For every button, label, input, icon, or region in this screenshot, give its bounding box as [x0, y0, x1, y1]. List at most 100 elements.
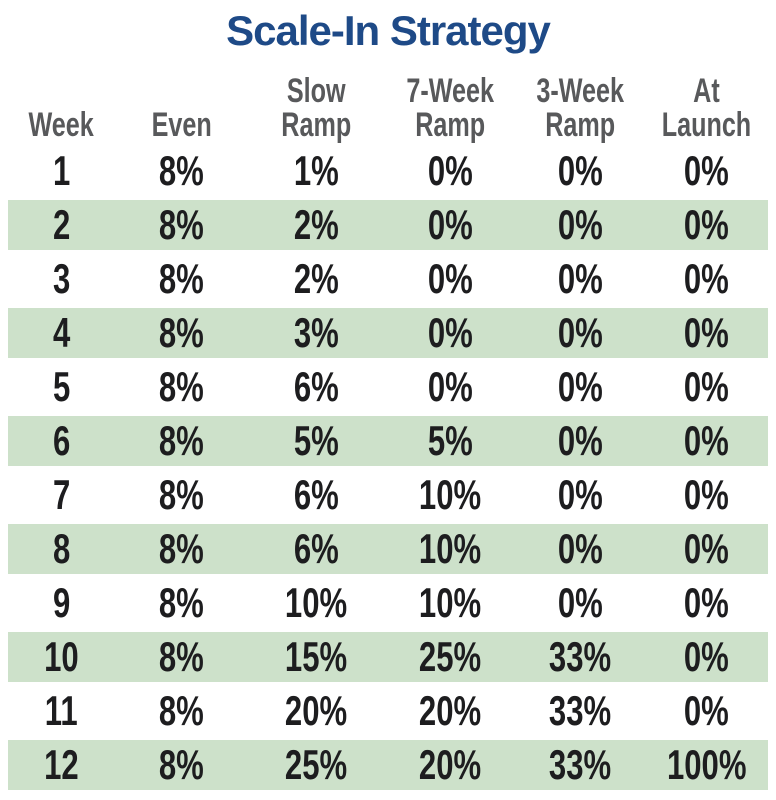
7-week-ramp-cell: 25%	[385, 633, 515, 681]
7-week-ramp-cell: 10%	[385, 471, 515, 519]
slow-ramp-value: 15%	[285, 633, 348, 680]
3-week-ramp-value: 0%	[557, 471, 603, 518]
7-week-ramp-cell: 0%	[385, 363, 515, 411]
slow-ramp-cell: 10%	[248, 579, 385, 627]
3-week-ramp-cell: 0%	[515, 363, 645, 411]
at-launch-value: 0%	[684, 471, 729, 518]
at-launch-cell: 100%	[645, 741, 768, 789]
week-value: 4	[52, 309, 71, 356]
3-week-ramp-value: 33%	[548, 741, 612, 788]
even-cell: 8%	[115, 309, 248, 357]
slow-ramp-value: 2%	[294, 255, 339, 302]
even-value: 8%	[159, 633, 204, 680]
at-launch-cell: 0%	[645, 363, 768, 411]
3-week-ramp-value: 33%	[548, 687, 612, 734]
week-cell: 10	[8, 633, 115, 681]
7-week-ramp-value: 10%	[418, 525, 482, 572]
at-launch-cell: 0%	[645, 201, 768, 249]
table-row: 7 8% 6% 10% 0% 0%	[8, 468, 768, 522]
even-value: 8%	[159, 417, 204, 464]
week-cell: 3	[8, 255, 115, 303]
7-week-ramp-cell: 0%	[385, 255, 515, 303]
7-week-ramp-value: 0%	[427, 147, 473, 194]
3-week-ramp-value: 0%	[557, 309, 603, 356]
col-header-slow-ramp: Slow Ramp	[248, 74, 385, 142]
3-week-ramp-value: 0%	[557, 147, 603, 194]
at-launch-cell: 0%	[645, 633, 768, 681]
even-cell: 8%	[115, 363, 248, 411]
at-launch-value: 0%	[684, 525, 729, 572]
3-week-ramp-value: 0%	[557, 579, 603, 626]
3-week-ramp-cell: 0%	[515, 579, 645, 627]
table-row: 5 8% 6% 0% 0% 0%	[8, 360, 768, 414]
col-header-7-week-ramp-label: 7-Week Ramp	[406, 72, 494, 144]
7-week-ramp-value: 5%	[427, 417, 473, 464]
col-header-week-label: Week	[28, 105, 95, 144]
7-week-ramp-value: 0%	[427, 309, 473, 356]
week-value: 12	[44, 741, 79, 788]
3-week-ramp-cell: 33%	[515, 633, 645, 681]
at-launch-value: 0%	[684, 147, 729, 194]
7-week-ramp-cell: 0%	[385, 201, 515, 249]
col-header-at-launch: At Launch	[645, 72, 768, 144]
at-launch-value: 0%	[684, 417, 729, 464]
at-launch-cell: 0%	[645, 417, 768, 465]
at-launch-value: 0%	[684, 687, 729, 734]
7-week-ramp-cell: 0%	[385, 147, 515, 195]
even-value: 8%	[159, 471, 204, 518]
slow-ramp-value: 2%	[294, 201, 339, 248]
slow-ramp-cell: 15%	[248, 633, 385, 681]
col-header-3-week-ramp: 3-Week Ramp	[515, 72, 645, 144]
week-value: 10	[44, 633, 79, 680]
3-week-ramp-cell: 0%	[515, 147, 645, 195]
table-row: 3 8% 2% 0% 0% 0%	[8, 252, 768, 306]
7-week-ramp-value: 20%	[418, 687, 482, 734]
table-row: 1 8% 1% 0% 0% 0%	[8, 144, 768, 198]
week-cell: 4	[8, 309, 115, 357]
even-value: 8%	[159, 687, 204, 734]
slow-ramp-cell: 6%	[248, 363, 385, 411]
even-value: 8%	[159, 741, 204, 788]
week-cell: 2	[8, 201, 115, 249]
slow-ramp-value: 3%	[294, 309, 339, 356]
table-row: 12 8% 25% 20% 33% 100%	[8, 738, 768, 792]
7-week-ramp-value: 10%	[418, 579, 482, 626]
7-week-ramp-value: 20%	[418, 741, 482, 788]
week-cell: 9	[8, 579, 115, 627]
7-week-ramp-cell: 20%	[385, 687, 515, 735]
col-header-at-launch-label: At Launch	[661, 72, 752, 144]
7-week-ramp-value: 0%	[427, 363, 473, 410]
at-launch-cell: 0%	[645, 687, 768, 735]
even-value: 8%	[159, 147, 204, 194]
table-row: 11 8% 20% 20% 33% 0%	[8, 684, 768, 738]
week-value: 9	[52, 579, 71, 626]
slow-ramp-value: 6%	[294, 363, 339, 410]
3-week-ramp-cell: 33%	[515, 741, 645, 789]
col-header-even-label: Even	[151, 105, 212, 144]
at-launch-cell: 0%	[645, 471, 768, 519]
even-cell: 8%	[115, 741, 248, 789]
col-header-3-week-ramp-label: 3-Week Ramp	[536, 72, 624, 144]
at-launch-cell: 0%	[645, 255, 768, 303]
week-value: 11	[45, 687, 78, 734]
table-row: 6 8% 5% 5% 0% 0%	[8, 414, 768, 468]
week-cell: 12	[8, 741, 115, 789]
at-launch-cell: 0%	[645, 147, 768, 195]
at-launch-cell: 0%	[645, 525, 768, 573]
slow-ramp-cell: 5%	[248, 417, 385, 465]
week-value: 6	[52, 417, 71, 464]
week-value: 1	[52, 147, 71, 194]
slow-ramp-value: 1%	[294, 147, 339, 194]
even-cell: 8%	[115, 687, 248, 735]
3-week-ramp-cell: 0%	[515, 201, 645, 249]
slow-ramp-value: 6%	[294, 525, 339, 572]
even-value: 8%	[159, 309, 204, 356]
3-week-ramp-value: 0%	[557, 363, 603, 410]
slow-ramp-cell: 6%	[248, 525, 385, 573]
slow-ramp-value: 6%	[294, 471, 339, 518]
even-cell: 8%	[115, 633, 248, 681]
even-value: 8%	[159, 255, 204, 302]
3-week-ramp-value: 0%	[557, 417, 603, 464]
at-launch-value: 0%	[684, 201, 729, 248]
